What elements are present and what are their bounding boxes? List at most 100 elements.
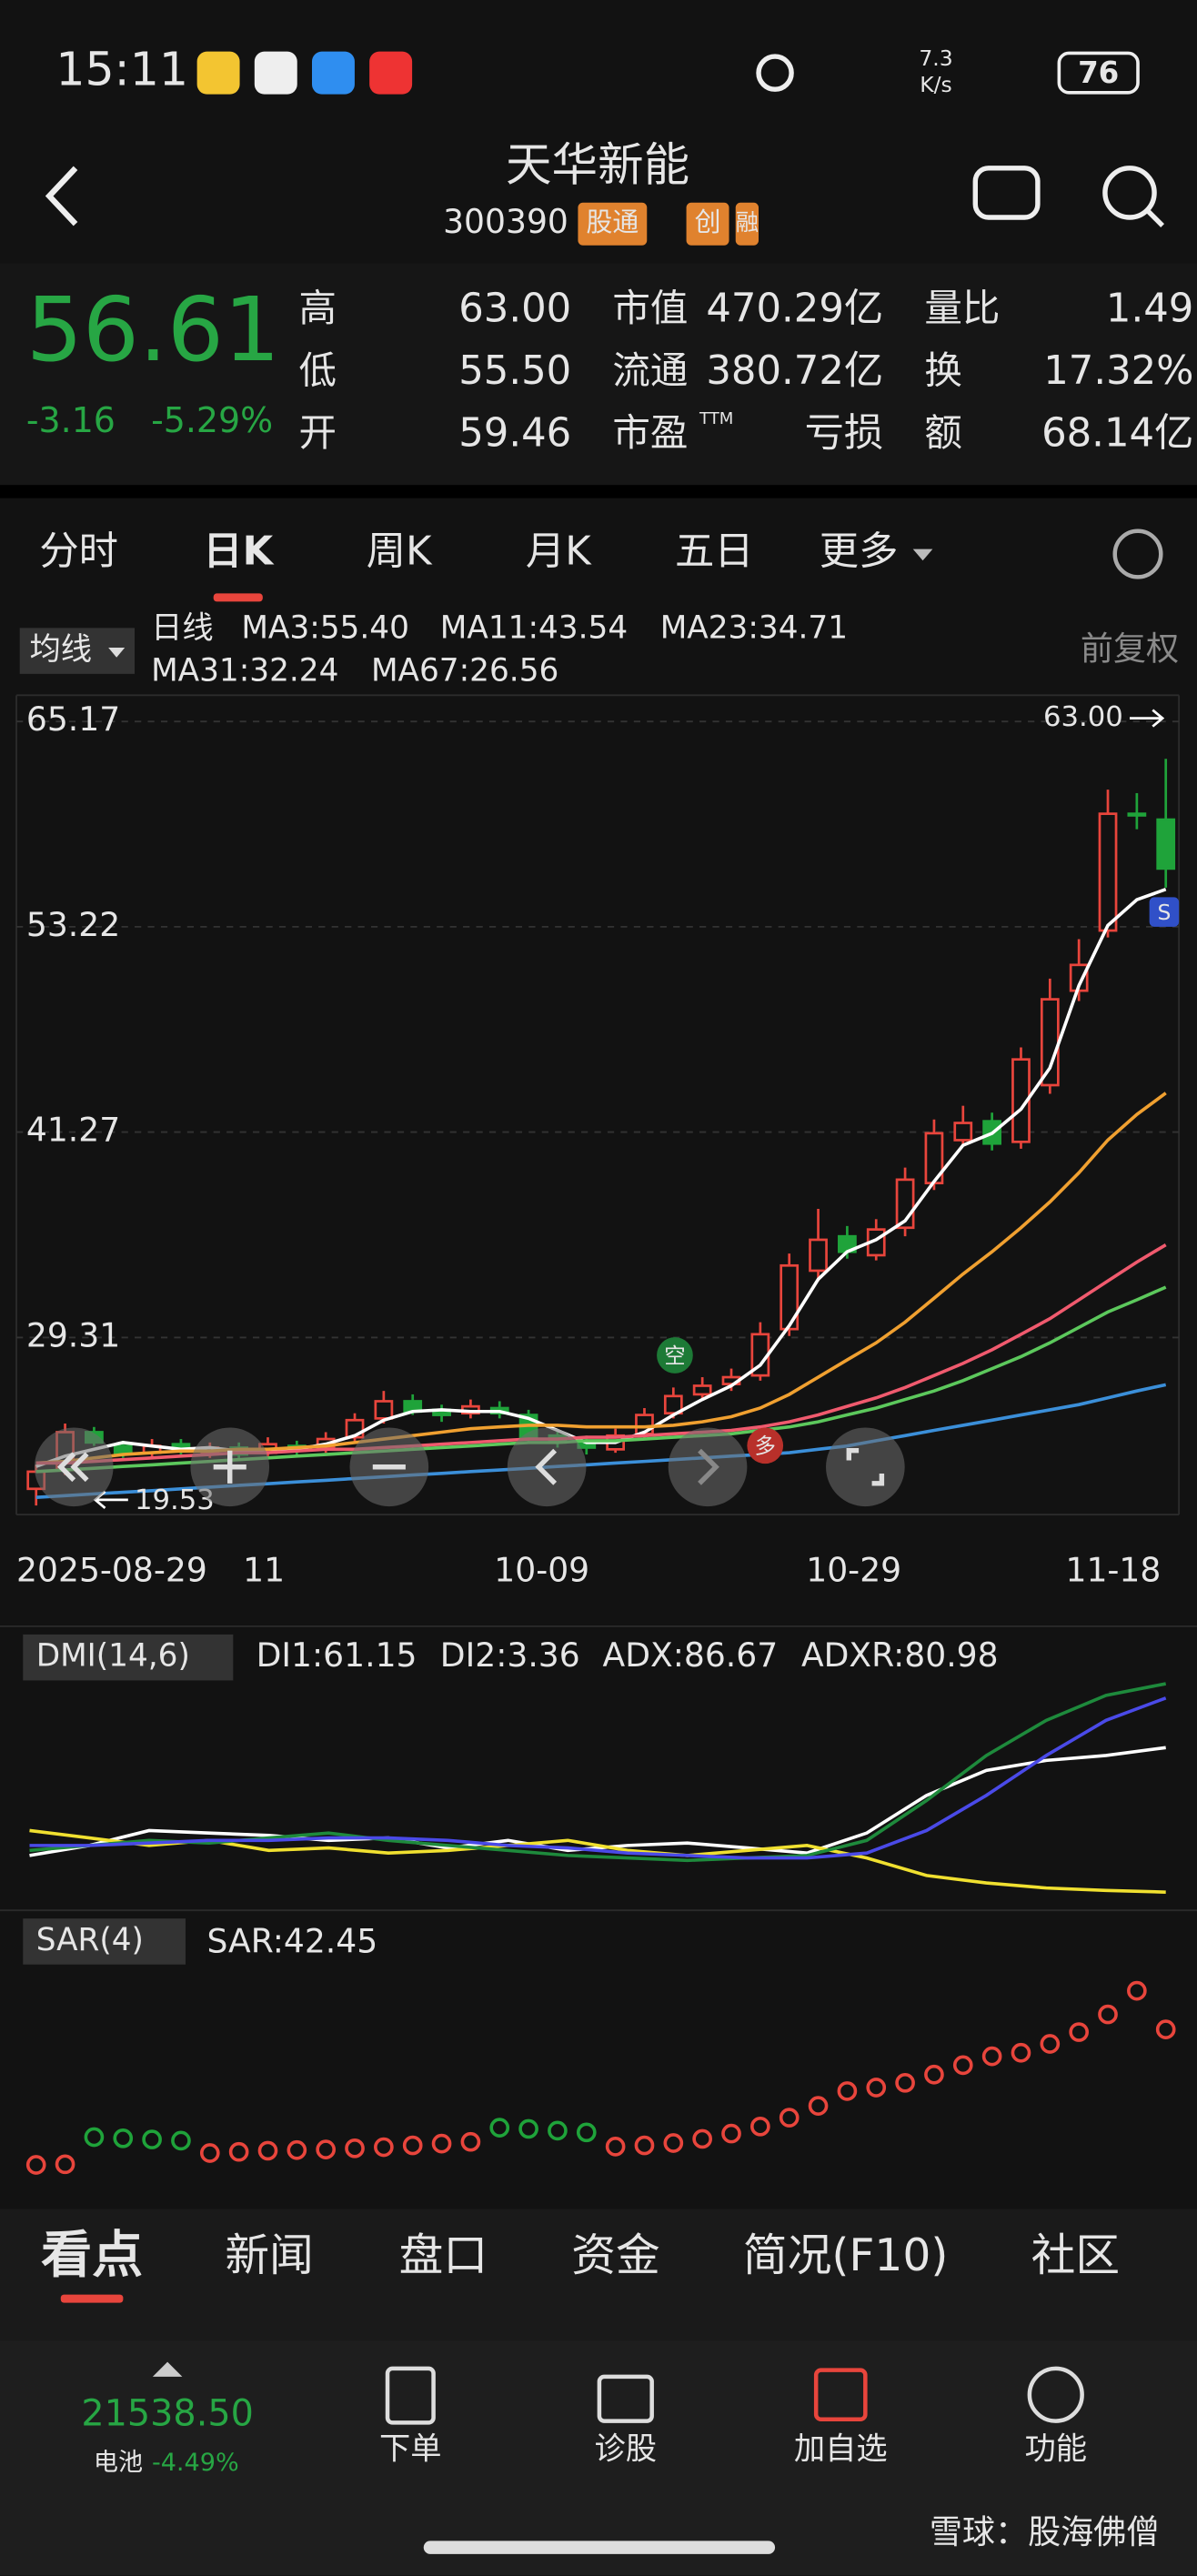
indicator[interactable]: DMI(14,6) (36, 1638, 190, 1675)
candle-body (953, 1122, 973, 1142)
stat-label: 高 (299, 286, 337, 330)
sar-dot (779, 2108, 800, 2128)
stat-sup: TTM (699, 409, 733, 428)
candle-body (1156, 818, 1176, 870)
sar-dot (142, 2129, 162, 2149)
candle-body (692, 1384, 712, 1396)
long-marker (747, 1427, 784, 1464)
bottom-tab[interactable]: 盘口 (399, 2230, 488, 2281)
settings[interactable] (1112, 528, 1163, 579)
net-unit: K/s (920, 72, 952, 97)
battery: 76 (1078, 55, 1119, 90)
sar-dot (1011, 2042, 1031, 2063)
tab[interactable]: 月K (526, 529, 592, 575)
sar-dot (113, 2128, 134, 2148)
stat-value: 55.50 (458, 348, 571, 394)
chart-controls (34, 1427, 905, 1507)
badge: 融 (736, 209, 759, 236)
search[interactable] (1102, 166, 1157, 220)
legend-entry: ADXR:80.98 (801, 1635, 999, 1675)
bottom-tab[interactable]: 资金 (571, 2230, 659, 2281)
stat-label: 流通 (612, 347, 688, 392)
legend-entry: MA3:55.40 (241, 610, 409, 647)
stock-code: 300390 (443, 202, 568, 241)
sar-dot (345, 2138, 365, 2158)
legend-entry: MA31:32.24 (151, 653, 338, 689)
index-value: 21538.50 (81, 2393, 253, 2435)
tab[interactable]: 更多 (820, 529, 899, 575)
sar-dot (750, 2116, 770, 2137)
legend-entry: DI2:3.36 (440, 1635, 580, 1675)
sar-dot (808, 2096, 829, 2116)
dmi-line (29, 1746, 1166, 1857)
net-speed: 7.3 (919, 45, 952, 71)
tab[interactable]: 周K (367, 529, 433, 575)
arrow (1129, 709, 1165, 728)
sar-dot (199, 2143, 220, 2163)
bottom-tab[interactable]: 看点 (41, 2226, 143, 2285)
bottom-tab[interactable]: 简况(F10) (743, 2230, 949, 2281)
stats: 高 63.00 市值 470.29亿 量比 1.49 低 55.50 流通 380.72亿换 17.… (299, 286, 1194, 457)
y-tick-label: 65.17 (26, 699, 120, 739)
sar-dot (548, 2120, 568, 2141)
candle-body (780, 1263, 800, 1331)
sar-dot (576, 2122, 597, 2143)
tab[interactable]: 日K (203, 529, 274, 575)
sar-dot (489, 2118, 510, 2138)
x-tick-label: 10-29 (806, 1550, 901, 1589)
indicator[interactable]: 均线 (29, 631, 92, 668)
change: -3.16 (26, 400, 116, 440)
bottom-tab[interactable]: 社区 (1031, 2230, 1120, 2281)
robot[interactable] (972, 166, 1041, 220)
stat-label: 开 (299, 410, 337, 455)
stat-value: 1.49 (1106, 286, 1193, 331)
indicator[interactable]: SAR(4) (36, 1922, 144, 1958)
clock: 15:11 (55, 43, 188, 96)
sar-dot (721, 2123, 741, 2144)
sar-dot (1098, 2004, 1118, 2025)
nav-item[interactable]: 加自选 (794, 2431, 888, 2468)
dropdown (912, 548, 933, 561)
stat-value: 17.32% (1043, 348, 1193, 394)
x-tick-label: 2025-08-29 (16, 1550, 207, 1589)
sar-dot (431, 2133, 452, 2154)
nav-item[interactable]: 下单 (379, 2431, 442, 2468)
candle-body (113, 1444, 133, 1454)
tab[interactable]: 五日 (675, 529, 754, 575)
sar-dot (895, 2072, 915, 2093)
sar-dot (518, 2118, 538, 2139)
legend-entry: ADX:86.67 (603, 1635, 779, 1675)
sar-dot (287, 2139, 307, 2160)
back[interactable] (45, 166, 78, 226)
sar-dot (257, 2140, 278, 2161)
sar-dot (663, 2133, 684, 2153)
stat-label: 换 (924, 347, 962, 392)
long-label: 多 (754, 1434, 775, 1459)
x-tick-label: 11-18 (1065, 1550, 1161, 1589)
sar-dot (374, 2137, 394, 2158)
adjust[interactable]: 前复权 (1081, 629, 1179, 669)
legend-entry: MA23:34.71 (660, 610, 848, 647)
stat-label: 量比 (924, 286, 1000, 330)
short-marker (657, 1337, 693, 1374)
bottom-tab[interactable]: 新闻 (225, 2230, 313, 2281)
badge: 创 (695, 206, 721, 237)
stat-value: 68.14亿 (1041, 411, 1193, 457)
y-tick-label: 29.31 (26, 1315, 120, 1354)
stat-value: 亏损 (805, 411, 884, 457)
nav-item[interactable]: 诊股 (595, 2431, 658, 2468)
sar-dot (605, 2137, 626, 2157)
price: 56.61 (26, 278, 280, 381)
nav-item[interactable]: 功能 (1024, 2431, 1087, 2468)
stat-value: 59.46 (458, 411, 571, 457)
stock-name: 天华新能 (506, 137, 689, 191)
tab[interactable]: 分时 (39, 529, 118, 575)
watermark: 雪球：股海佛僧 (930, 2512, 1160, 2551)
legend-entry: DI1:61.15 (256, 1635, 417, 1675)
sar-dot (1040, 2034, 1061, 2054)
y-tick-label: 53.22 (26, 905, 120, 944)
sar-dot (25, 2155, 46, 2175)
sar-dot (952, 2055, 973, 2076)
candle-body (1011, 1058, 1031, 1143)
